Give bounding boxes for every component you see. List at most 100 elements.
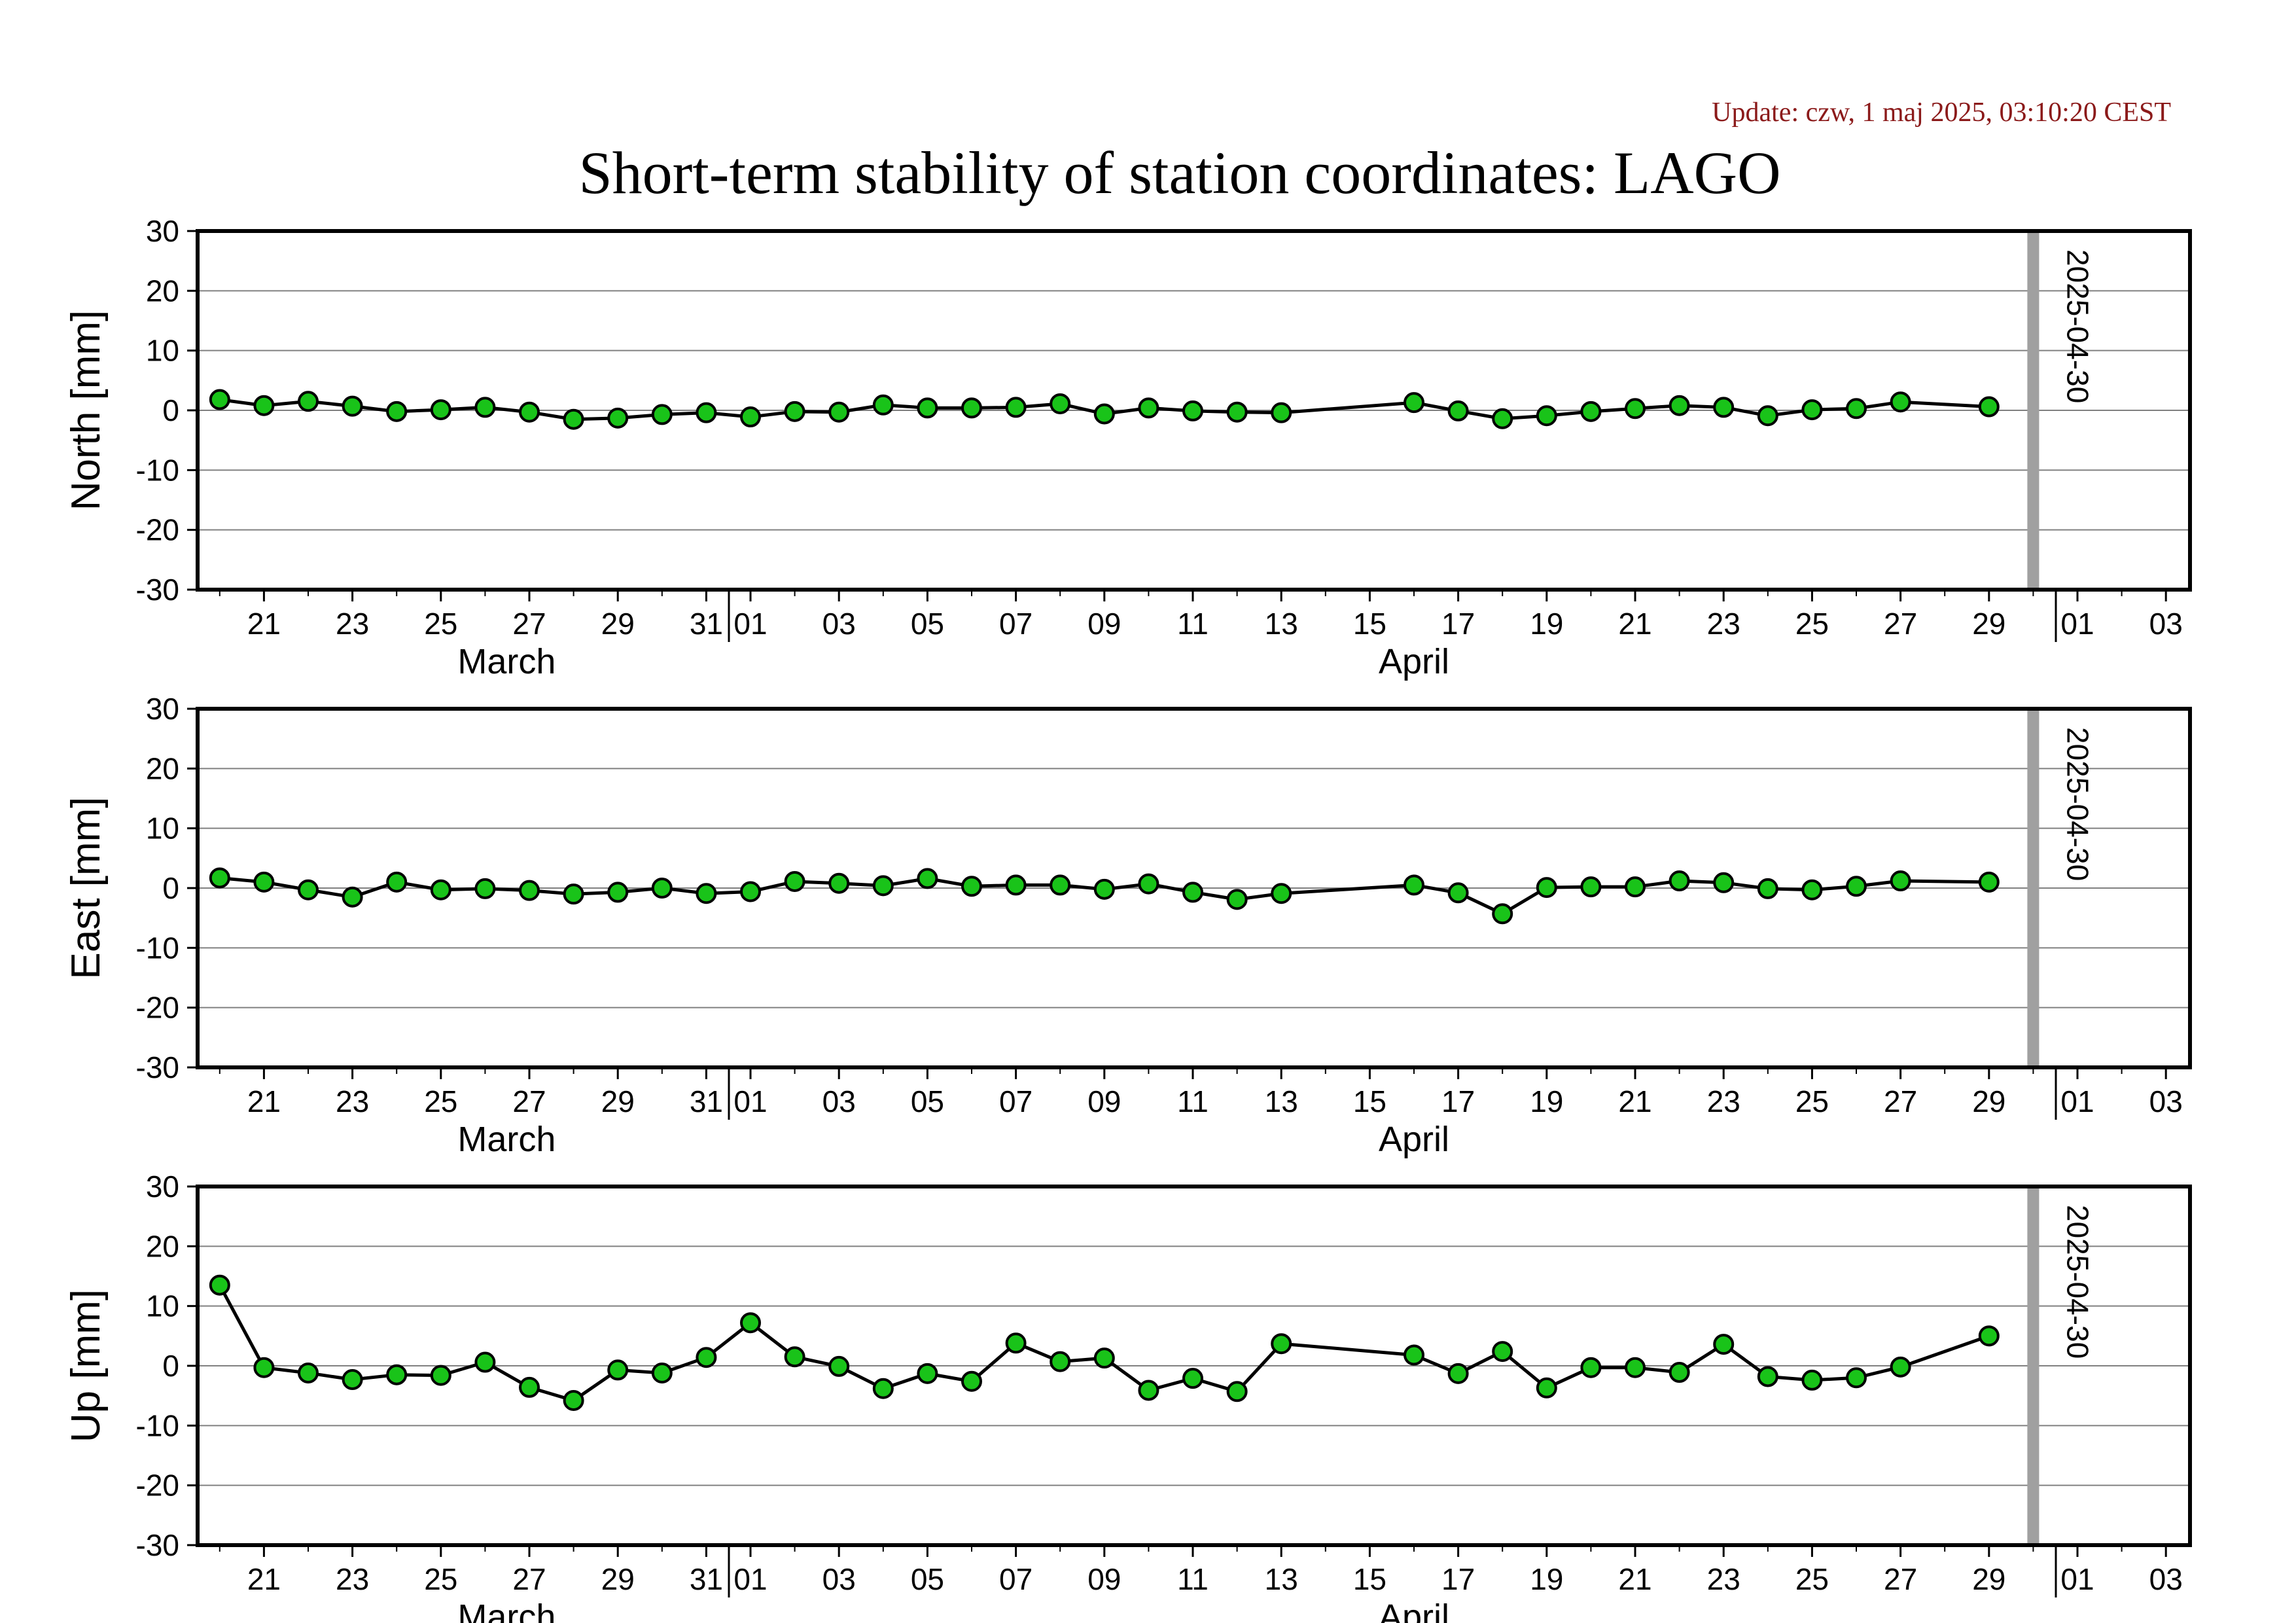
x-tick-label: 01 <box>2060 1084 2094 1118</box>
data-point <box>430 879 451 901</box>
x-tick-label: 03 <box>822 1084 856 1118</box>
data-point <box>872 1378 894 1399</box>
data-point <box>961 397 982 419</box>
month-label-march: March <box>457 1597 556 1623</box>
data-point <box>1005 397 1027 418</box>
x-tick-label: 27 <box>1884 1562 1917 1596</box>
x-tick-label: 19 <box>1530 1084 1563 1118</box>
data-point <box>1050 1351 1071 1372</box>
x-tick-label: 23 <box>1707 1562 1740 1596</box>
data-point <box>1625 398 1646 419</box>
data-point <box>1093 1347 1115 1369</box>
data-point <box>651 1362 673 1383</box>
x-tick-label: 23 <box>336 1084 369 1118</box>
date-marker-label: 2025-04-30 <box>2060 727 2094 881</box>
data-point <box>298 1362 319 1383</box>
data-point <box>1093 878 1115 900</box>
x-tick-label: 27 <box>512 1084 546 1118</box>
date-marker-label: 2025-04-30 <box>2060 249 2094 403</box>
data-point <box>1050 874 1071 896</box>
data-point <box>607 882 629 903</box>
x-tick-label: 19 <box>1530 1562 1563 1596</box>
data-point <box>1182 1368 1203 1389</box>
data-point <box>519 401 540 423</box>
x-tick-label: 25 <box>1795 1084 1829 1118</box>
data-point <box>1138 873 1159 895</box>
data-point <box>474 1351 496 1373</box>
x-tick-label: 03 <box>822 607 856 641</box>
data-point <box>1713 397 1735 418</box>
x-tick-label: 15 <box>1353 607 1386 641</box>
data-point <box>740 406 761 428</box>
data-point <box>828 872 850 894</box>
x-tick-label: 23 <box>336 607 369 641</box>
data-point <box>209 389 230 410</box>
x-tick-label: 07 <box>999 607 1033 641</box>
x-tick-label: 31 <box>690 1562 723 1596</box>
x-tick-label: 03 <box>2149 1084 2183 1118</box>
data-point <box>298 391 319 412</box>
x-tick-label: 27 <box>512 607 546 641</box>
x-tick-label: 29 <box>1972 1084 2005 1118</box>
data-point <box>1536 877 1557 899</box>
y-tick-label: 20 <box>146 751 179 785</box>
data-point <box>917 397 938 419</box>
data-point <box>1492 1341 1513 1363</box>
x-tick-label: 07 <box>999 1562 1033 1596</box>
y-tick-label: 10 <box>146 334 179 368</box>
data-point <box>1580 876 1602 898</box>
x-tick-label: 11 <box>1177 1084 1209 1118</box>
x-tick-label: 03 <box>2149 1562 2183 1596</box>
data-point <box>1978 1325 2000 1347</box>
data-point <box>1226 1381 1248 1402</box>
data-point <box>784 401 805 422</box>
data-point <box>1138 1380 1159 1401</box>
data-point <box>740 881 761 902</box>
x-tick-label: 21 <box>247 607 281 641</box>
x-tick-label: 09 <box>1087 607 1121 641</box>
data-point <box>253 871 275 893</box>
x-tick-label: 29 <box>1972 607 2005 641</box>
data-point <box>1713 1334 1735 1355</box>
x-tick-label: 15 <box>1353 1562 1386 1596</box>
data-point <box>386 871 408 893</box>
x-tick-label: 05 <box>911 1562 944 1596</box>
x-tick-label: 21 <box>247 1084 281 1118</box>
data-point <box>1580 401 1602 422</box>
data-point <box>1978 871 2000 893</box>
data-point <box>872 394 894 416</box>
data-point <box>1404 1344 1424 1366</box>
x-tick-label: 27 <box>1884 607 1917 641</box>
x-tick-label: 11 <box>1177 607 1209 641</box>
x-tick-label: 19 <box>1530 607 1563 641</box>
x-tick-label: 29 <box>1972 1562 2005 1596</box>
data-point <box>1890 391 1911 413</box>
data-point <box>1625 1357 1646 1378</box>
x-tick-label: 09 <box>1087 1562 1121 1596</box>
data-point <box>1093 403 1115 425</box>
data-point <box>1713 872 1735 893</box>
x-tick-label: 17 <box>1441 607 1475 641</box>
x-tick-label: 01 <box>733 1562 767 1596</box>
y-tick-label: 30 <box>146 692 179 726</box>
x-tick-label: 31 <box>690 607 723 641</box>
data-point <box>209 867 230 889</box>
x-tick-label: 21 <box>1618 1562 1651 1596</box>
chart-title: Short-term stability of station coordina… <box>578 139 1780 206</box>
data-point <box>1447 400 1469 421</box>
data-point <box>1669 395 1690 416</box>
month-label-march: March <box>457 642 556 681</box>
data-point <box>1625 876 1646 898</box>
x-tick-label: 21 <box>1618 607 1651 641</box>
data-point <box>1226 889 1248 910</box>
data-point <box>1182 882 1203 903</box>
y-tick-label: 10 <box>146 1289 179 1323</box>
data-point <box>563 1389 584 1411</box>
data-point <box>696 1347 717 1368</box>
data-point <box>474 878 496 899</box>
data-point <box>1978 396 2000 418</box>
data-point <box>430 1364 451 1386</box>
month-label-april: April <box>1379 1120 1449 1159</box>
y-tick-label: 20 <box>146 274 179 308</box>
x-tick-label: 25 <box>424 607 457 641</box>
